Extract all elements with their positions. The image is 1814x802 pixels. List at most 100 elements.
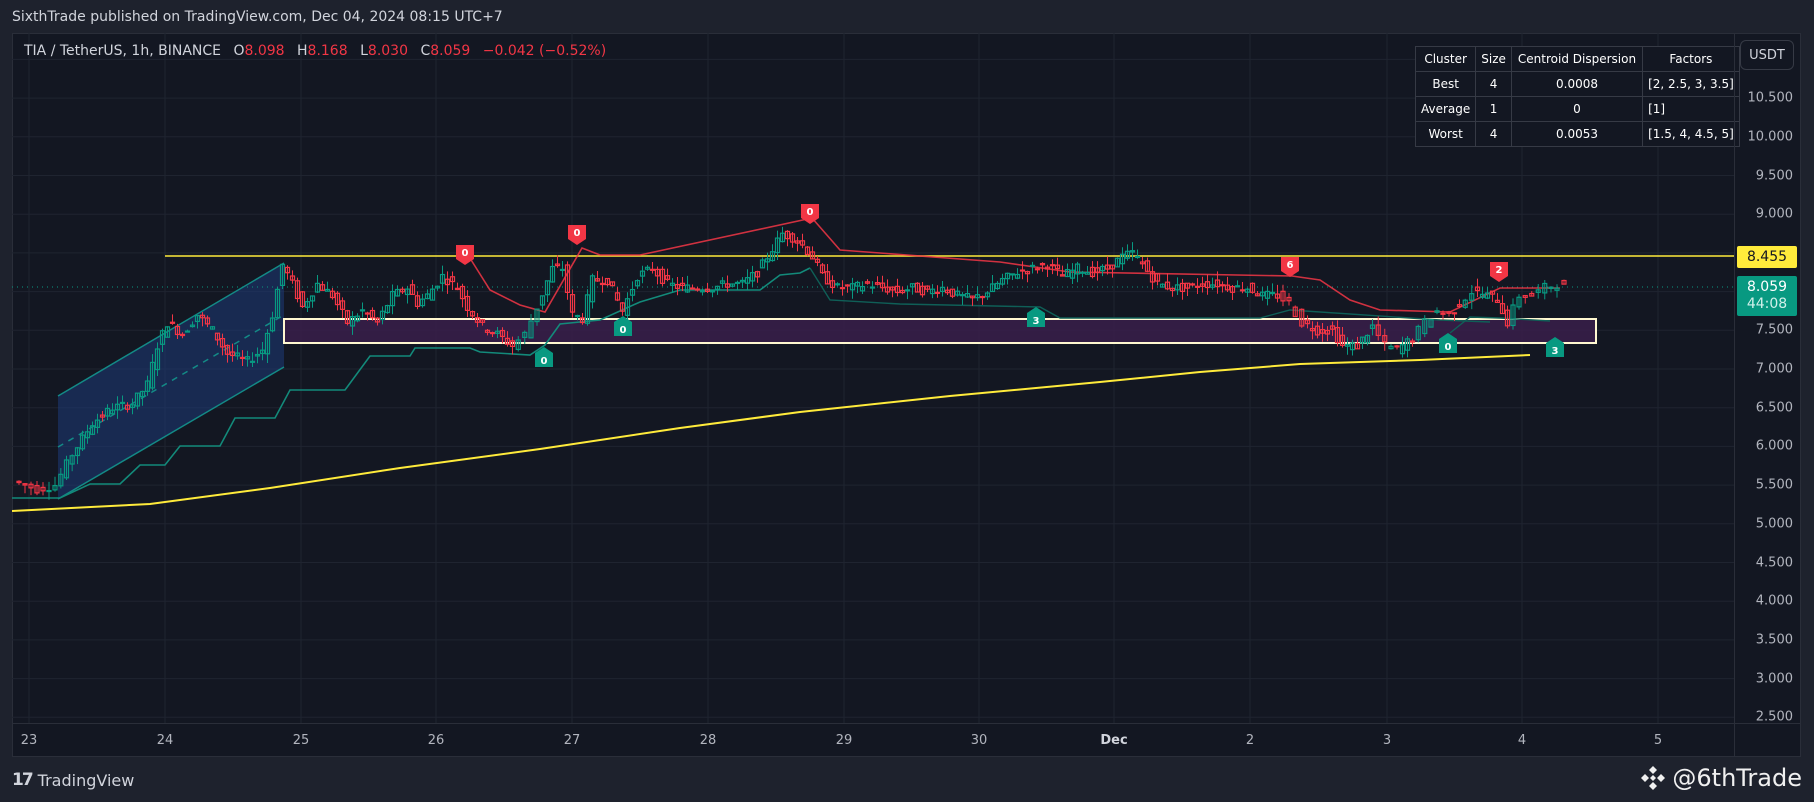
level-price-badge: 8.455 — [1737, 246, 1797, 268]
cell-dispersion: 0.0008 — [1510, 71, 1644, 97]
close-label: C — [420, 43, 431, 59]
time-axis[interactable]: 23 24 25 26 27 28 29 30 Dec 2 3 4 5 — [12, 723, 1734, 757]
svg-text:2: 2 — [1496, 265, 1503, 276]
price-tick: 7.500 — [1755, 322, 1793, 338]
change-value: −0.042 (−0.52%) — [482, 43, 607, 59]
ema-line — [12, 354, 1531, 512]
price-tick: 6.000 — [1755, 438, 1793, 454]
sell-signal-label: 0 — [568, 225, 586, 245]
currency-button[interactable]: USDT — [1740, 40, 1794, 70]
low-label: L — [360, 43, 368, 59]
cell-factors: [2, 2.5, 3, 3.5] — [1642, 71, 1740, 97]
price-tick: 4.000 — [1755, 593, 1793, 609]
svg-text:3: 3 — [1552, 346, 1559, 357]
time-tick: 28 — [699, 733, 717, 748]
cell-factors: [1.5, 4, 4.5, 5] — [1642, 121, 1740, 147]
svg-text:0: 0 — [620, 325, 627, 336]
time-tick: 23 — [20, 733, 38, 748]
header-factors: Factors — [1642, 46, 1740, 72]
buy-signal-label: 3 — [1027, 307, 1045, 327]
candles — [16, 226, 1567, 500]
svg-text:0: 0 — [462, 248, 469, 259]
low-value: 8.030 — [367, 43, 408, 59]
price-axis[interactable]: 10.500 10.000 9.500 9.000 7.500 7.000 6.500 6.0… — [1734, 33, 1801, 725]
high-value: 8.168 — [307, 43, 348, 59]
svg-text:0: 0 — [541, 356, 548, 367]
price-tick: 2.500 — [1755, 709, 1793, 725]
sell-signal-label: 0 — [456, 245, 474, 265]
binance-diamond-icon — [1641, 766, 1666, 790]
svg-text:0: 0 — [1445, 342, 1452, 353]
buy-signal-label: 0 — [1439, 333, 1457, 353]
cell-dispersion: 0 — [1510, 96, 1644, 122]
header-size: Size — [1475, 46, 1512, 72]
cell-factors: [1] — [1642, 96, 1740, 122]
buy-signal-label: 3 — [1546, 337, 1564, 357]
time-tick: 30 — [970, 733, 988, 748]
header-cluster: Cluster — [1414, 46, 1477, 72]
chart-plot-area[interactable]: 0 0 0 6 2 0 0 3 0 3 — [12, 33, 1734, 723]
watermark-text: @6thTrade — [1672, 764, 1802, 792]
supertrend-upper — [467, 217, 1560, 313]
price-tick: 7.000 — [1755, 361, 1793, 377]
buy-signal-label: 0 — [535, 347, 553, 367]
last-price-badge: 8.059 44:08 — [1737, 276, 1797, 316]
svg-text:6: 6 — [1287, 260, 1294, 271]
time-tick: Dec — [1100, 733, 1128, 748]
svg-text:0: 0 — [807, 207, 814, 218]
price-tick: 9.000 — [1755, 206, 1793, 222]
price-tick: 3.500 — [1755, 632, 1793, 648]
symbol-legend: TIA / TetherUS, 1h, BINANCE O8.098 H8.16… — [24, 43, 606, 59]
time-tick: 27 — [563, 733, 581, 748]
tradingview-logo: 17 TradingView — [12, 770, 134, 790]
time-tick: 25 — [292, 733, 310, 748]
cell-size: 4 — [1475, 71, 1512, 97]
ascending-channel — [57, 262, 285, 500]
supertrend-lower — [12, 267, 811, 499]
price-tick: 6.500 — [1755, 400, 1793, 416]
buy-signal-label: 0 — [614, 316, 632, 336]
close-value: 8.059 — [430, 43, 471, 59]
sell-signal-label: 0 — [801, 204, 819, 224]
chart-frame — [12, 33, 1801, 757]
price-tick: 5.000 — [1755, 516, 1793, 532]
sell-signal-label: 6 — [1281, 257, 1299, 277]
author-watermark: @6thTrade — [1640, 764, 1802, 792]
price-tick: 4.500 — [1755, 555, 1793, 570]
table-row: Average 1 0 [1] — [1414, 96, 1740, 122]
table-row: Worst 4 0.0053 [1.5, 4, 4.5, 5] — [1414, 121, 1740, 147]
header-centroid-dispersion: Centroid Dispersion — [1510, 46, 1644, 72]
table-row: Best 4 0.0008 [2, 2.5, 3, 3.5] — [1414, 71, 1740, 97]
cell-size: 1 — [1475, 96, 1512, 122]
open-label: O — [233, 43, 245, 59]
time-tick: 26 — [427, 733, 445, 748]
cell-cluster: Best — [1414, 71, 1477, 97]
time-tick: 4 — [1517, 733, 1527, 748]
price-tick: 5.500 — [1755, 477, 1793, 493]
last-price: 8.059 — [1746, 279, 1788, 295]
price-tick: 3.000 — [1755, 671, 1793, 687]
symbol-title[interactable]: TIA / TetherUS, 1h, BINANCE — [24, 43, 221, 59]
bar-countdown: 44:08 — [1746, 296, 1788, 312]
time-tick: 5 — [1653, 733, 1663, 748]
open-value: 8.098 — [244, 43, 285, 59]
time-tick: 3 — [1382, 733, 1392, 748]
time-tick: 24 — [156, 733, 174, 748]
cell-cluster: Average — [1414, 96, 1477, 122]
cell-cluster: Worst — [1414, 121, 1477, 147]
cell-dispersion: 0.0053 — [1510, 121, 1644, 147]
grid — [12, 33, 1734, 723]
price-tick: 10.500 — [1747, 90, 1794, 106]
signal-labels: 0 0 0 6 2 0 0 3 0 3 — [456, 204, 1564, 367]
axis-corner — [1734, 723, 1801, 757]
cell-size: 4 — [1475, 121, 1512, 147]
brand-name: TradingView — [37, 770, 135, 790]
cluster-table: Cluster Size Centroid Dispersion Factors… — [1414, 46, 1740, 147]
high-label: H — [297, 43, 308, 59]
cluster-table-header: Cluster Size Centroid Dispersion Factors — [1414, 46, 1740, 72]
price-tick: 9.500 — [1755, 168, 1793, 183]
candlestick-chart[interactable]: 0 0 0 6 2 0 0 3 0 3 — [12, 33, 1734, 723]
published-line: SixthTrade published on TradingView.com,… — [12, 9, 503, 25]
tradingview-logo-icon: 17 — [12, 770, 34, 790]
price-tick: 10.000 — [1747, 129, 1794, 145]
